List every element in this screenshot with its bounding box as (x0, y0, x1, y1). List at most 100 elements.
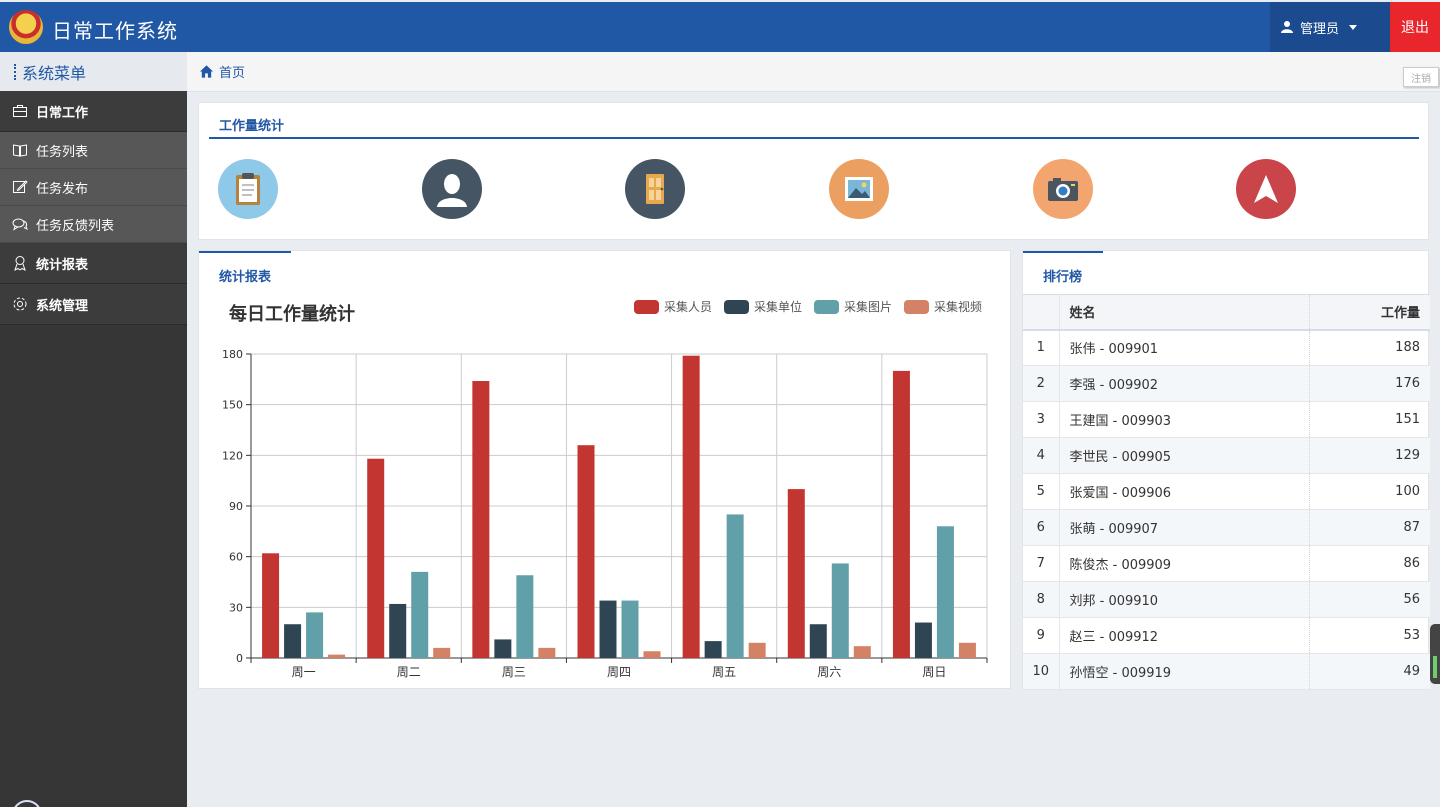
bar-3-2 (538, 647, 556, 658)
breadcrumb-home-link[interactable]: 首页 (219, 66, 246, 81)
x-tick-label: 周三 (502, 665, 526, 679)
legend-item-videos[interactable]: 采集视频 (903, 298, 982, 315)
sidebar-title-marker (14, 63, 16, 80)
column-header-rank (1023, 294, 1060, 331)
navigation-icon (1236, 159, 1296, 219)
rank-cell: 1 (1023, 329, 1060, 366)
y-tick-label: 30 (229, 601, 243, 614)
briefcase-icon (13, 105, 27, 117)
sidebar-item-daily-work[interactable]: 日常工作 (0, 91, 187, 132)
stat-value: 38 (1366, 159, 1408, 194)
table-row: 5 张爱国 - 009906 100 (1023, 473, 1430, 510)
bar-3-1 (433, 647, 451, 658)
legend-label: 采集图片 (843, 300, 892, 314)
workload-cell: 86 (1309, 545, 1430, 582)
sidebar-title-text: 系统菜单 (22, 63, 87, 83)
legend-item-units[interactable]: 采集单位 (723, 298, 802, 315)
column-header-workload: 工作量 (1309, 294, 1430, 331)
column-header-name: 姓名 (1059, 294, 1310, 331)
sidebar-item-label: 统计报表 (36, 257, 89, 273)
user-icon (1281, 21, 1293, 33)
name-cell: 张萌 - 009907 (1059, 509, 1310, 546)
rank-cell: 9 (1023, 617, 1060, 654)
stat-label: 采集图片 (948, 204, 1001, 219)
workload-cell: 100 (1309, 473, 1430, 510)
stat-card-tasks[interactable]: 36 执行任务 (208, 149, 400, 229)
x-tick-label: 周五 (712, 665, 736, 679)
bar-2-4 (726, 514, 744, 658)
police-emblem-logo (9, 10, 43, 44)
rank-cell: 8 (1023, 581, 1060, 618)
legend-swatch (903, 299, 929, 314)
ranking-table: 姓名 工作量 1 张伟 - 009901 188 2 李强 - 009902 176 3 王建… (1023, 294, 1430, 690)
stat-card-pictures[interactable]: 21/301 采集图片 (819, 149, 1011, 229)
sidebar-item-system-admin[interactable]: 系统管理 (0, 284, 187, 325)
note-button[interactable]: 注销 (1403, 67, 1439, 87)
sidebar-item-label: 日常工作 (36, 105, 89, 121)
door-icon (625, 159, 685, 219)
bar-0-4 (682, 355, 700, 658)
y-tick-label: 0 (236, 652, 243, 665)
stat-label: 走访检查 (1355, 204, 1408, 219)
rank-cell: 7 (1023, 545, 1060, 582)
stat-card-persons[interactable]: 12/239 采集人员 (412, 149, 604, 229)
stat-card-videos[interactable]: 1/37 采集视频 (1023, 149, 1215, 229)
top-header: 日常工作系统 管理员 退出 (0, 2, 1440, 52)
sidebar-footer-icon[interactable] (12, 800, 42, 807)
table-row: 3 王建国 - 009903 151 (1023, 401, 1430, 438)
table-row: 9 赵三 - 009912 53 (1023, 617, 1430, 654)
sidebar-item-task-publish[interactable]: 任务发布 (0, 169, 187, 206)
logout-button[interactable]: 退出 (1390, 2, 1440, 52)
sidebar: 系统菜单 日常工作 任务列表 任务发布 任务反馈列表 统计报表 系统管理 (0, 52, 187, 807)
workload-cell: 87 (1309, 509, 1430, 546)
name-cell: 王建国 - 009903 (1059, 401, 1310, 438)
name-cell: 张伟 - 009901 (1059, 329, 1310, 366)
bar-1-1 (389, 603, 407, 658)
legend-item-persons[interactable]: 采集人员 (633, 298, 712, 315)
y-tick-label: 180 (222, 348, 243, 361)
rank-cell: 5 (1023, 473, 1060, 510)
sidebar-item-label: 任务列表 (36, 144, 89, 160)
rank-cell: 2 (1023, 365, 1060, 402)
bar-0-3 (577, 445, 595, 658)
daily-workload-bar-chart: 0 30 60 90 120 150 180 周一 周二 周三 周四 周五 周六 周日 (222, 348, 988, 679)
x-tick-label: 周六 (817, 665, 841, 679)
stat-card-visits[interactable]: 38 走访检查 (1226, 149, 1418, 229)
scroll-indicator (1433, 656, 1437, 678)
table-row: 10 孙悟空 - 009919 49 (1023, 653, 1430, 690)
bar-3-3 (643, 651, 661, 658)
side-scroll-handle[interactable] (1430, 624, 1440, 684)
sidebar-item-reports[interactable]: 统计报表 (0, 243, 187, 284)
stat-value: 2/52 (751, 159, 797, 194)
name-cell: 赵三 - 009912 (1059, 617, 1310, 654)
bar-2-3 (621, 600, 639, 658)
x-tick-label: 周日 (922, 665, 946, 679)
stats-divider (209, 137, 1419, 139)
legend-item-pictures[interactable]: 采集图片 (813, 298, 892, 315)
sidebar-item-task-feedback[interactable]: 任务反馈列表 (0, 206, 187, 243)
legend-label: 采集单位 (753, 300, 802, 314)
name-cell: 刘邦 - 009910 (1059, 581, 1310, 618)
sidebar-item-task-list[interactable]: 任务列表 (0, 132, 187, 169)
ranking-table-body: 1 张伟 - 009901 188 2 李强 - 009902 176 3 王建国 - 009… (1023, 329, 1430, 690)
bar-3-4 (748, 642, 766, 658)
sidebar-item-label: 系统管理 (36, 298, 89, 314)
bar-2-6 (936, 526, 954, 658)
bar-1-6 (914, 622, 932, 658)
bar-0-0 (262, 553, 280, 658)
workload-cell: 151 (1309, 401, 1430, 438)
user-menu-dropdown[interactable]: 管理员 (1270, 2, 1390, 52)
bar-1-5 (809, 624, 827, 658)
table-row: 6 张萌 - 009907 87 (1023, 509, 1430, 546)
clipboard-icon (218, 159, 278, 219)
camera-icon (1033, 159, 1093, 219)
bar-2-5 (831, 563, 849, 658)
chart-legend: 采集人员 采集单位 采集图片 采集视频 (622, 298, 982, 315)
workload-cell: 129 (1309, 437, 1430, 474)
stat-value: 36 (348, 159, 390, 194)
award-icon (14, 256, 26, 271)
table-row: 2 李强 - 009902 176 (1023, 365, 1430, 402)
bar-0-1 (367, 458, 385, 658)
panel-tab-indicator (1023, 251, 1103, 253)
stat-card-units[interactable]: 2/52 采集单位 (615, 149, 807, 229)
